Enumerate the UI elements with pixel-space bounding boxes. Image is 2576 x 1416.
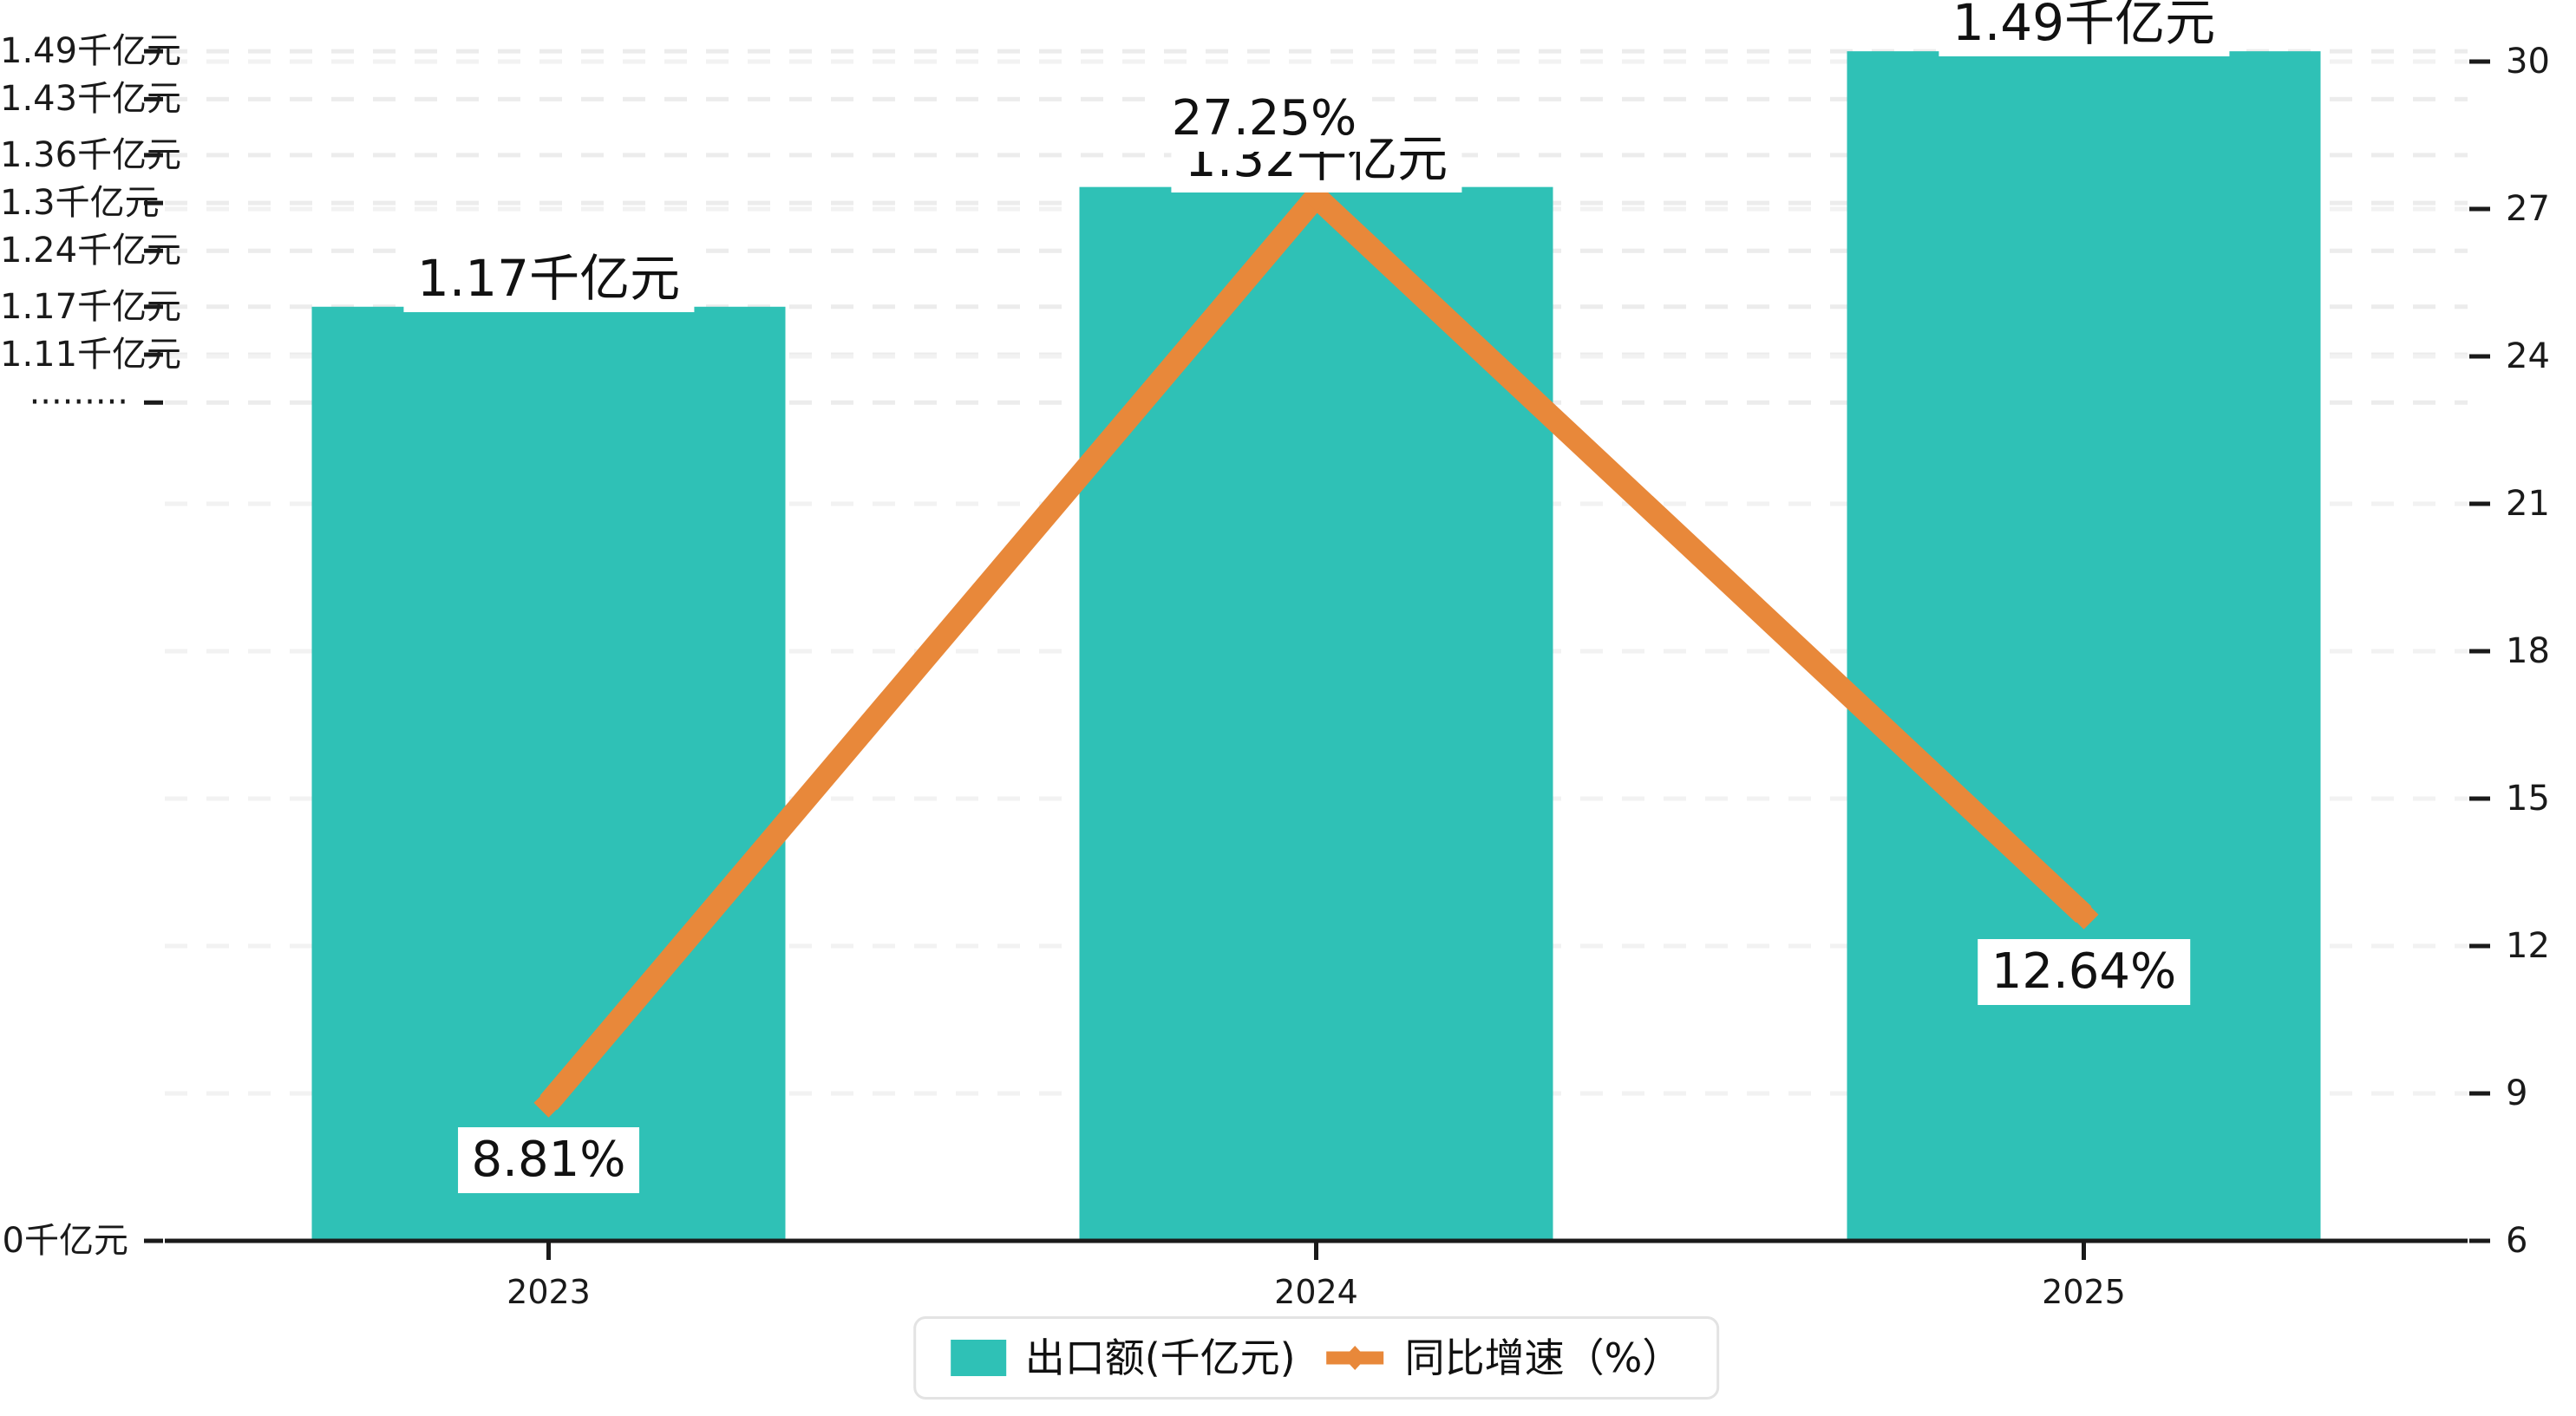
legend-label: 同比增速（%） [1404, 1334, 1683, 1381]
x-axis-tick-label: 2025 [2042, 1273, 2126, 1311]
right-axis-tick-label: 12 [2506, 926, 2550, 966]
left-axis-tick-label: 1.3千亿元 [0, 183, 160, 224]
line-marker[interactable] [2069, 899, 2099, 930]
right-axis-tick-label: 21 [2506, 484, 2550, 524]
line-marker[interactable] [533, 1087, 564, 1118]
right-axis-tick-label: 18 [2506, 631, 2550, 671]
left-axis-tick-label: 1.17千亿元 [0, 286, 182, 327]
x-axis-tick-label: 2023 [507, 1273, 591, 1311]
right-axis-tick-label: 24 [2506, 336, 2550, 376]
right-axis-tick-label: 27 [2506, 189, 2550, 229]
bar[interactable] [311, 306, 786, 1241]
right-axis-tick-label: 9 [2506, 1073, 2528, 1113]
left-axis-tick-label: ········· [29, 382, 128, 423]
bar[interactable] [1079, 186, 1553, 1241]
x-axis-tick-label: 2024 [1274, 1273, 1358, 1311]
line-value-label: 8.81% [457, 1126, 640, 1193]
left-axis-tick-label: 0千亿元 [2, 1221, 128, 1261]
right-axis-tick-label: 6 [2506, 1221, 2528, 1261]
left-axis-tick-label: 1.11千亿元 [0, 335, 182, 375]
legend-entry[interactable]: 出口额(千亿元) [950, 1334, 1296, 1381]
legend-label: 出口额(千亿元) [1024, 1334, 1296, 1381]
tick-marks-group [144, 49, 2490, 1260]
left-axis-tick-label: 1.49千亿元 [0, 31, 182, 72]
left-axis-tick-label: 1.36千亿元 [0, 134, 182, 175]
left-axis-tick-label: 1.24千亿元 [0, 231, 182, 271]
left-axis-tick-label: 1.43千亿元 [0, 79, 182, 120]
chart-legend[interactable]: 出口额(千亿元) 同比增速（%） [912, 1316, 1720, 1400]
bar-series-group [311, 51, 2321, 1242]
bar[interactable] [1847, 51, 2321, 1242]
legend-line-marker-icon [1326, 1346, 1384, 1370]
line-value-label: 12.64% [1977, 938, 2191, 1005]
right-axis-tick-label: 30 [2506, 42, 2550, 82]
legend-entry[interactable]: 同比增速（%） [1325, 1334, 1683, 1381]
bar-value-label: 1.17千亿元 [402, 244, 695, 312]
line-value-label: 27.25% [1157, 85, 1371, 152]
bar-value-label: 1.49千亿元 [1938, 0, 2230, 57]
right-axis-tick-label: 15 [2506, 779, 2550, 819]
legend-bar-swatch-icon [950, 1340, 1006, 1376]
